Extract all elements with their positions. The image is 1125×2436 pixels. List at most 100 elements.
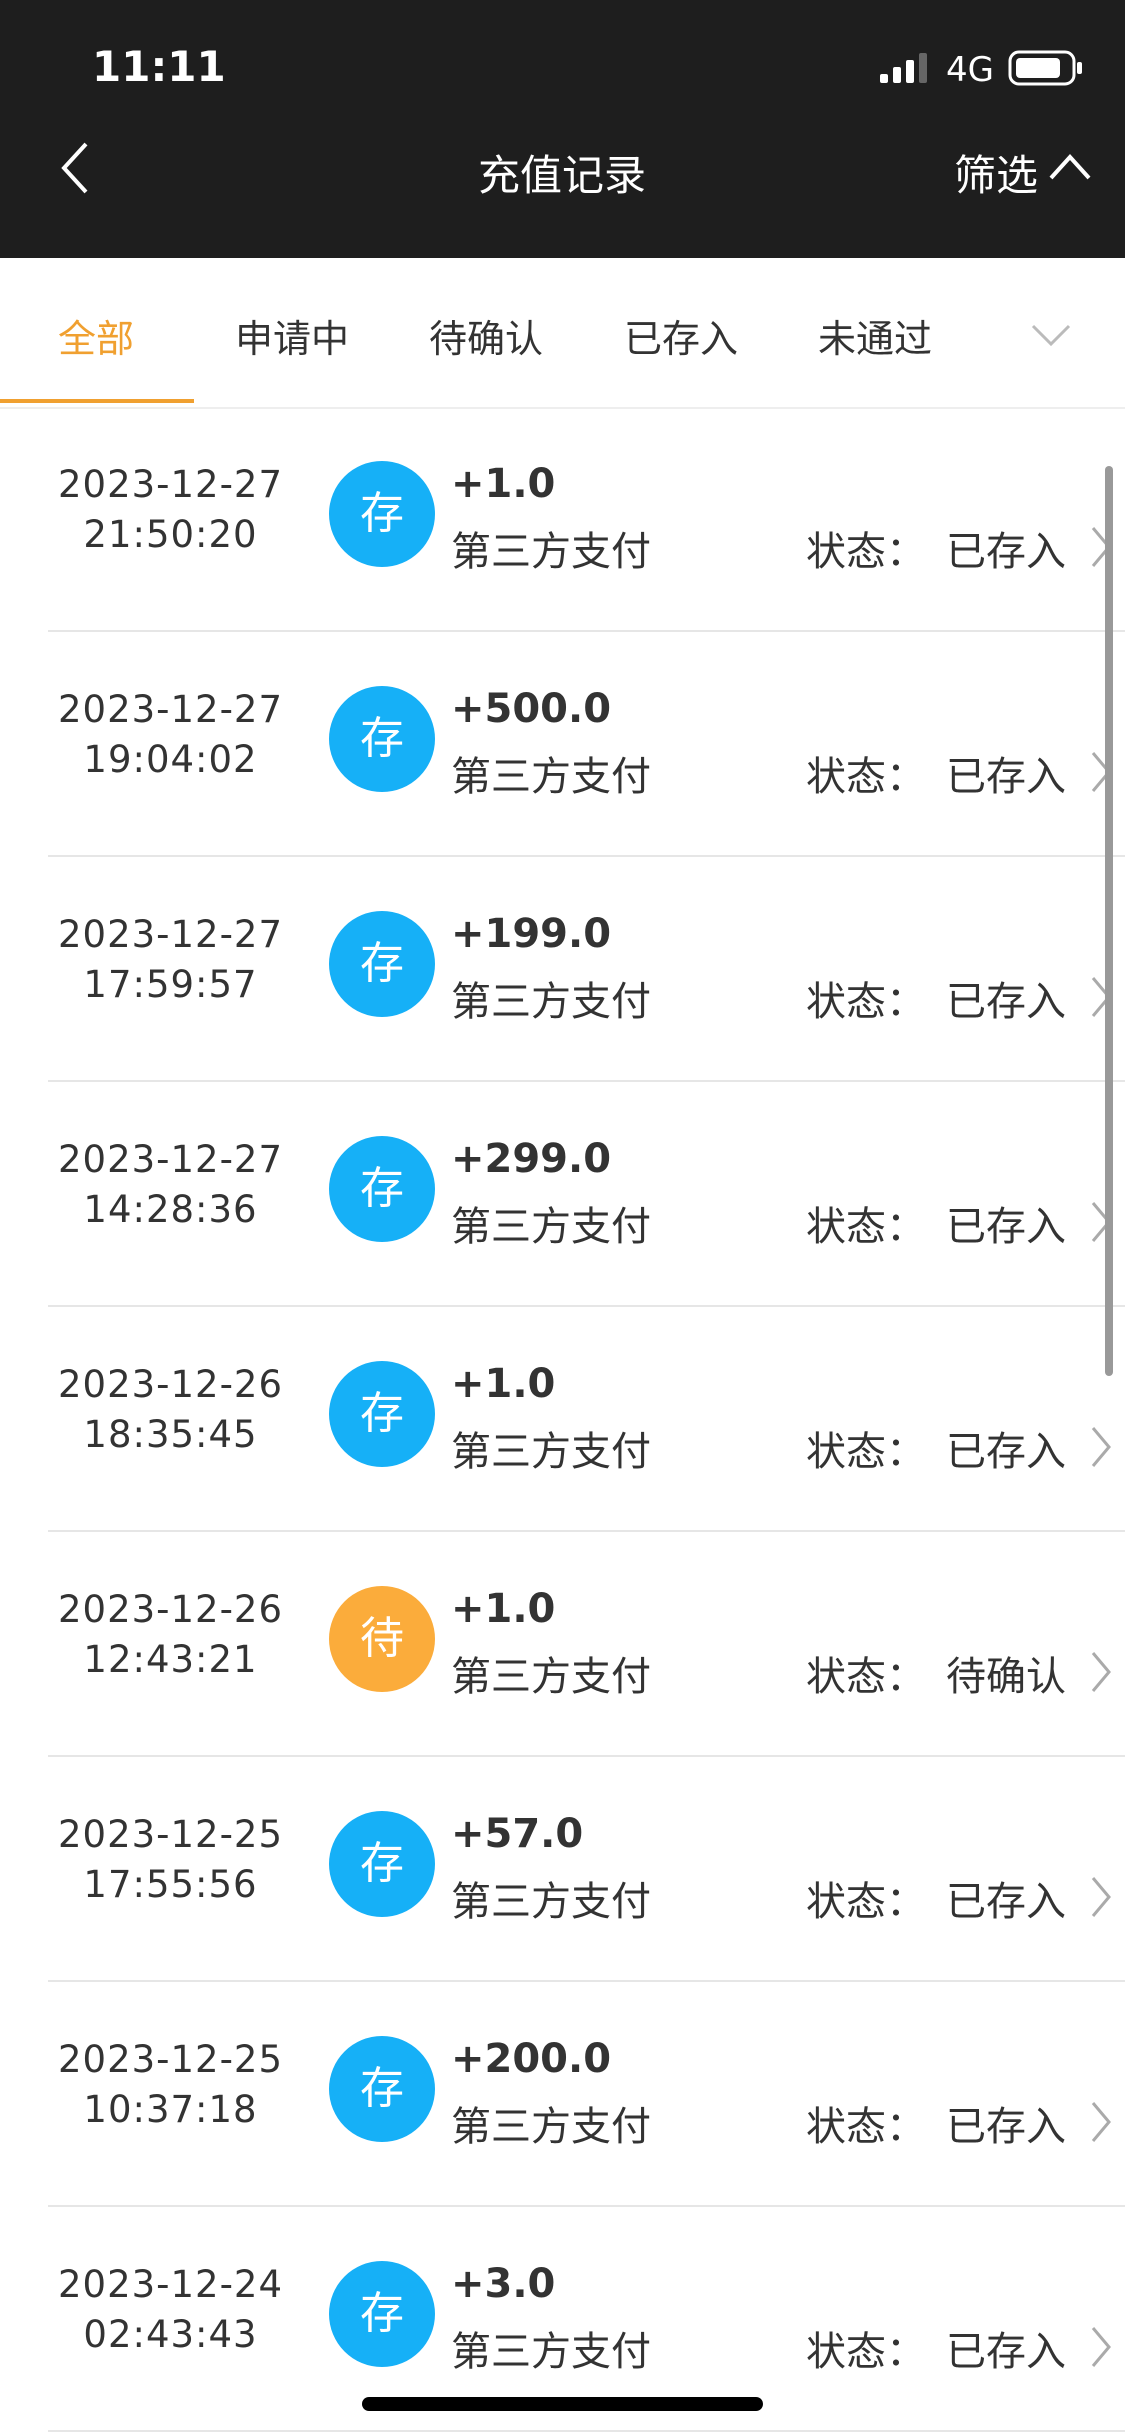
filter-arrow[interactable] bbox=[1048, 152, 1092, 182]
record-method: 第三方支付 bbox=[451, 2329, 651, 2375]
record-time: 02:43:43 bbox=[83, 2313, 258, 2356]
record-row[interactable]: 2023-12-25 17:55:56 存 +57.0 第三方支付 状态： 已存入 bbox=[0, 1757, 1125, 1982]
record-method: 第三方支付 bbox=[451, 1429, 651, 1475]
tab-indicator bbox=[0, 399, 194, 403]
network: 4G bbox=[946, 50, 994, 90]
record-icon: 存 bbox=[329, 911, 435, 1017]
tab[interactable]: 全部 bbox=[57, 317, 135, 361]
chevron bbox=[1091, 2327, 1111, 2367]
record-status: 已存入 bbox=[946, 754, 1066, 800]
status-label: 状态： bbox=[806, 979, 926, 1025]
status-label: 状态： bbox=[806, 1204, 926, 1250]
record-status: 已存入 bbox=[946, 2104, 1066, 2150]
filter-button[interactable]: 筛选 bbox=[954, 151, 1039, 200]
record-date: 2023-12-27 bbox=[57, 913, 284, 956]
record-status: 已存入 bbox=[946, 1204, 1066, 1250]
divider bbox=[48, 1980, 1125, 1982]
divider bbox=[48, 855, 1125, 857]
record-method: 第三方支付 bbox=[451, 1204, 651, 1250]
status-label: 状态： bbox=[806, 754, 926, 800]
back-button[interactable] bbox=[58, 140, 92, 196]
record-date: 2023-12-27 bbox=[57, 1138, 284, 1181]
record-amount: +1.0 bbox=[451, 1586, 556, 1632]
record-method: 第三方支付 bbox=[451, 979, 651, 1025]
status-label: 状态： bbox=[806, 2329, 926, 2375]
record-row[interactable]: 2023-12-27 14:28:36 存 +299.0 第三方支付 状态： 已存入 bbox=[0, 1082, 1125, 1307]
tab[interactable]: 申请中 bbox=[234, 317, 350, 361]
tab-expand[interactable] bbox=[1030, 322, 1072, 348]
chevron bbox=[1091, 1427, 1111, 1467]
chevron bbox=[1091, 1877, 1111, 1917]
record-amount: +500.0 bbox=[451, 686, 612, 732]
record-time: 14:28:36 bbox=[83, 1188, 258, 1231]
divider bbox=[48, 1755, 1125, 1757]
record-amount: +299.0 bbox=[451, 1136, 612, 1182]
record-date: 2023-12-26 bbox=[57, 1363, 284, 1406]
battery-icon bbox=[1008, 50, 1082, 86]
record-row[interactable]: 2023-12-27 21:50:20 存 +1.0 第三方支付 状态： 已存入 bbox=[0, 407, 1125, 632]
tab[interactable]: 待确认 bbox=[428, 317, 544, 361]
status-label: 状态： bbox=[806, 1654, 926, 1700]
status-label: 状态： bbox=[806, 1429, 926, 1475]
record-time: 18:35:45 bbox=[83, 1413, 258, 1456]
record-date: 2023-12-24 bbox=[57, 2263, 284, 2306]
record-icon: 存 bbox=[329, 1361, 435, 1467]
divider bbox=[48, 630, 1125, 632]
record-row[interactable]: 2023-12-26 18:35:45 存 +1.0 第三方支付 状态： 已存入 bbox=[0, 1307, 1125, 1532]
record-status: 已存入 bbox=[946, 1879, 1066, 1925]
record-amount: +200.0 bbox=[451, 2036, 612, 2082]
status-label: 状态： bbox=[806, 2104, 926, 2150]
record-date: 2023-12-27 bbox=[57, 688, 284, 731]
record-icon: 存 bbox=[329, 1136, 435, 1242]
tab[interactable]: 已存入 bbox=[623, 317, 739, 361]
divider bbox=[48, 1305, 1125, 1307]
record-icon: 存 bbox=[329, 2261, 435, 2367]
record-method: 第三方支付 bbox=[451, 1879, 651, 1925]
signal-icon bbox=[880, 53, 927, 83]
record-method: 第三方支付 bbox=[451, 754, 651, 800]
record-time: 17:59:57 bbox=[83, 963, 258, 1006]
record-status: 待确认 bbox=[946, 1654, 1066, 1700]
record-date: 2023-12-27 bbox=[57, 463, 284, 506]
scrollbar bbox=[1105, 466, 1113, 1376]
record-row[interactable]: 2023-12-26 12:43:21 待 +1.0 第三方支付 状态： 待确认 bbox=[0, 1532, 1125, 1757]
record-icon: 存 bbox=[329, 2036, 435, 2142]
record-time: 12:43:21 bbox=[83, 1638, 258, 1681]
record-method: 第三方支付 bbox=[451, 529, 651, 575]
record-icon: 存 bbox=[329, 461, 435, 567]
record-status: 已存入 bbox=[946, 1429, 1066, 1475]
record-amount: +1.0 bbox=[451, 461, 556, 507]
top-bar: 11:11 4G 充值记录 筛选 bbox=[0, 0, 1125, 258]
record-status: 已存入 bbox=[946, 979, 1066, 1025]
page-title: 充值记录 bbox=[477, 151, 647, 200]
record-method: 第三方支付 bbox=[451, 2104, 651, 2150]
record-method: 第三方支付 bbox=[451, 1654, 651, 1700]
tab-bar: 全部 申请中 待确认 已存入 未通过 bbox=[0, 258, 1125, 409]
record-time: 21:50:20 bbox=[83, 513, 258, 556]
record-date: 2023-12-25 bbox=[57, 2038, 284, 2081]
record-time: 17:55:56 bbox=[83, 1863, 258, 1906]
record-icon: 存 bbox=[329, 1811, 435, 1917]
record-icon: 待 bbox=[329, 1586, 435, 1692]
record-row[interactable]: 2023-12-25 10:37:18 存 +200.0 第三方支付 状态： 已存入 bbox=[0, 1982, 1125, 2207]
record-row[interactable]: 2023-12-27 19:04:02 存 +500.0 第三方支付 状态： 已存入 bbox=[0, 632, 1125, 857]
divider bbox=[48, 2205, 1125, 2207]
divider bbox=[48, 1080, 1125, 1082]
record-row[interactable]: 2023-12-27 17:59:57 存 +199.0 第三方支付 状态： 已存入 bbox=[0, 857, 1125, 1082]
home-indicator bbox=[362, 2397, 763, 2411]
record-row[interactable]: 2023-12-24 02:43:43 存 +3.0 第三方支付 状态： 已存入 bbox=[0, 2207, 1125, 2432]
tab[interactable]: 未通过 bbox=[817, 317, 933, 361]
record-amount: +57.0 bbox=[451, 1811, 584, 1857]
record-icon: 存 bbox=[329, 686, 435, 792]
divider bbox=[48, 1530, 1125, 1532]
divider bbox=[48, 2430, 1125, 2432]
record-time: 10:37:18 bbox=[83, 2088, 258, 2131]
record-date: 2023-12-25 bbox=[57, 1813, 284, 1856]
record-time: 19:04:02 bbox=[83, 738, 258, 781]
record-date: 2023-12-26 bbox=[57, 1588, 284, 1631]
status-label: 状态： bbox=[806, 529, 926, 575]
record-amount: +1.0 bbox=[451, 1361, 556, 1407]
chevron bbox=[1091, 1652, 1111, 1692]
chevron bbox=[1091, 2102, 1111, 2142]
record-amount: +199.0 bbox=[451, 911, 612, 957]
